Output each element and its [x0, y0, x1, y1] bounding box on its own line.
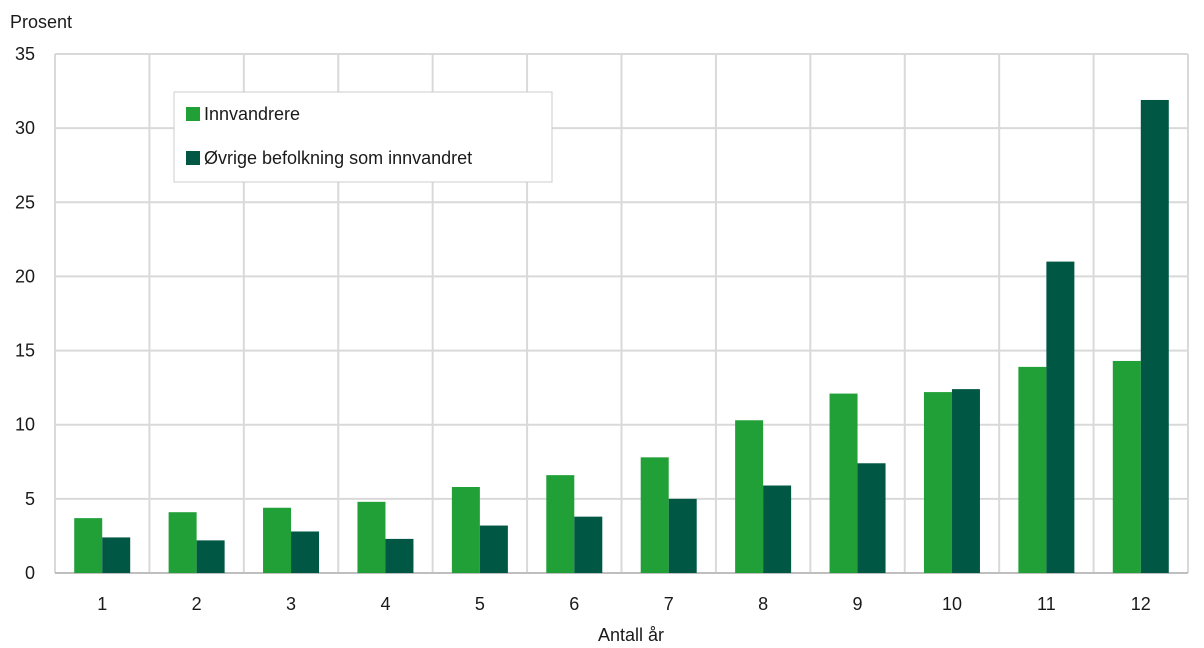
bar-ovrige-8: [763, 485, 792, 573]
legend-swatch-ovrige-befolkning: [186, 151, 200, 165]
x-tick-label: 2: [192, 594, 202, 614]
y-tick-label: 5: [25, 489, 35, 509]
x-tick-label: 7: [664, 594, 674, 614]
x-tick-label: 10: [942, 594, 962, 614]
bar-ovrige-7: [668, 498, 697, 573]
bar-innvandrere-1: [74, 518, 103, 573]
bar-innvandrere-10: [923, 392, 952, 573]
x-tick-label: 6: [569, 594, 579, 614]
legend-swatch-innvandrere: [186, 107, 200, 121]
bar-innvandrere-5: [451, 486, 480, 573]
y-tick-label: 0: [25, 563, 35, 583]
bar-ovrige-2: [196, 540, 225, 573]
x-axis-title: Antall år: [598, 625, 664, 645]
bar-innvandrere-7: [640, 457, 669, 573]
bar-ovrige-11: [1046, 261, 1075, 573]
x-tick-label: 12: [1131, 594, 1151, 614]
bar-innvandrere-8: [735, 420, 764, 573]
y-axis-title: Prosent: [10, 12, 72, 32]
y-tick-label: 15: [15, 341, 35, 361]
bar-innvandrere-4: [357, 501, 386, 573]
x-tick-label: 11: [1037, 594, 1056, 614]
bar-ovrige-12: [1140, 99, 1169, 574]
x-tick-label: 4: [380, 594, 390, 614]
x-tick-label: 9: [853, 594, 863, 614]
bar-innvandrere-11: [1018, 366, 1047, 573]
y-tick-label: 35: [15, 44, 35, 64]
y-tick-label: 30: [15, 118, 35, 138]
bar-innvandrere-2: [168, 512, 197, 573]
bar-innvandrere-9: [829, 393, 858, 573]
y-tick-label: 20: [15, 266, 35, 286]
legend: Innvandrere Øvrige befolkning som innvan…: [173, 91, 553, 183]
x-tick-label: 3: [286, 594, 296, 614]
bar-ovrige-9: [857, 463, 886, 573]
legend-label-ovrige-befolkning: Øvrige befolkning som innvandret: [204, 148, 472, 168]
bar-innvandrere-3: [263, 507, 292, 573]
bar-ovrige-10: [951, 389, 980, 573]
bar-ovrige-3: [291, 531, 320, 573]
bar-innvandrere-6: [546, 475, 575, 573]
y-tick-label: 25: [15, 192, 35, 212]
bar-ovrige-4: [385, 538, 414, 573]
bar-ovrige-5: [479, 525, 508, 573]
bar-ovrige-1: [102, 537, 131, 573]
x-tick-label: 8: [758, 594, 768, 614]
legend-label-innvandrere: Innvandrere: [204, 104, 300, 124]
bar-innvandrere-12: [1112, 360, 1141, 573]
y-tick-label: 10: [15, 415, 35, 435]
x-tick-label: 5: [475, 594, 485, 614]
bar-ovrige-6: [574, 516, 603, 573]
x-tick-label: 1: [97, 594, 107, 614]
legend-box: [173, 91, 553, 183]
bars: [74, 99, 1169, 574]
